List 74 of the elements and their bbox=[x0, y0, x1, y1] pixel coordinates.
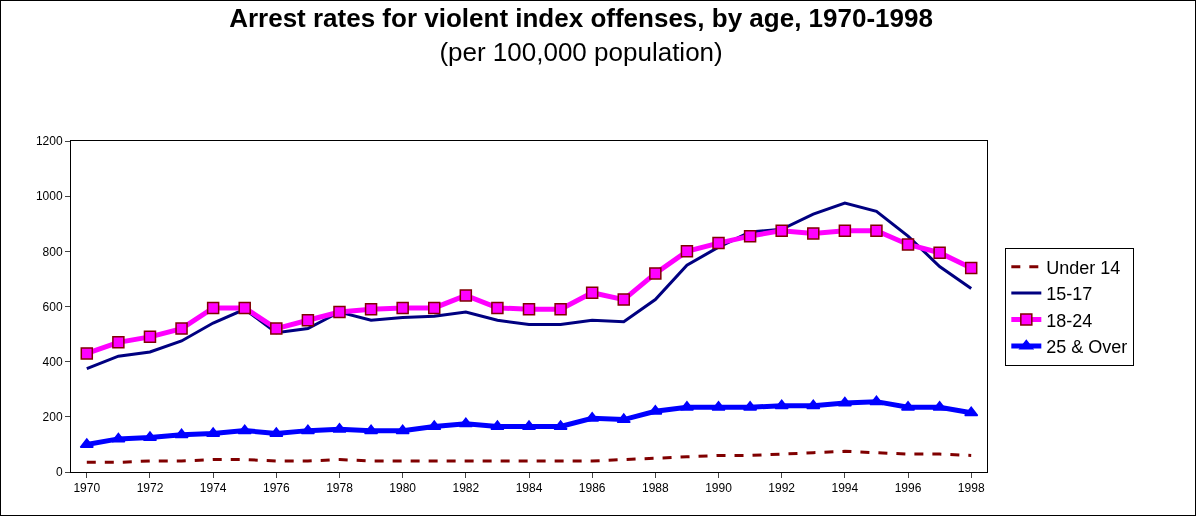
line-series bbox=[85, 449, 973, 464]
point bbox=[680, 245, 694, 258]
point bbox=[491, 301, 504, 315]
x-tick-label: 1994 bbox=[831, 481, 859, 496]
point bbox=[459, 289, 473, 302]
point bbox=[743, 400, 758, 411]
point bbox=[554, 303, 567, 316]
point bbox=[964, 261, 978, 275]
y-tick-label: 800 bbox=[42, 244, 63, 259]
y-tick-label: 200 bbox=[42, 410, 63, 425]
point bbox=[806, 399, 821, 410]
legend-label: 18-24 bbox=[1046, 310, 1093, 331]
chart-title: Arrest rates for violent index offenses, by age, 1970-1998 bbox=[229, 2, 933, 33]
point bbox=[238, 301, 251, 315]
y-tick-label: 400 bbox=[42, 354, 63, 369]
legend-label: 25 & Over bbox=[1046, 336, 1128, 357]
y-tick-label: 1200 bbox=[35, 134, 63, 149]
point bbox=[933, 246, 946, 259]
legend-label: Under 14 bbox=[1046, 257, 1121, 278]
x-tick-label: 1972 bbox=[136, 481, 164, 496]
point bbox=[932, 400, 947, 411]
legend-label: 15-17 bbox=[1046, 284, 1093, 305]
point bbox=[901, 238, 915, 251]
y-tick-label: 1000 bbox=[35, 189, 63, 204]
point bbox=[112, 336, 125, 349]
x-tick-label: 1982 bbox=[452, 481, 480, 496]
point bbox=[964, 406, 979, 417]
point bbox=[649, 267, 662, 280]
point bbox=[617, 293, 631, 306]
x-tick-label: 1978 bbox=[326, 481, 354, 496]
point bbox=[458, 417, 473, 428]
x-tick-label: 1976 bbox=[262, 481, 290, 496]
point bbox=[333, 305, 346, 319]
point bbox=[270, 322, 283, 335]
x-tick-label: 1980 bbox=[389, 481, 417, 496]
point bbox=[237, 424, 252, 435]
point bbox=[396, 301, 409, 315]
x-tick-label: 1990 bbox=[705, 481, 733, 496]
point bbox=[743, 229, 757, 243]
point bbox=[301, 314, 315, 327]
point bbox=[837, 396, 852, 407]
point bbox=[870, 224, 883, 237]
point bbox=[395, 424, 410, 435]
y-tick-label: 0 bbox=[55, 465, 63, 480]
point bbox=[711, 400, 726, 411]
x-tick-label: 1974 bbox=[199, 481, 227, 496]
point bbox=[775, 224, 788, 237]
x-tick-label: 1998 bbox=[957, 481, 985, 496]
point bbox=[616, 413, 631, 424]
point bbox=[838, 224, 852, 237]
x-tick-label: 1996 bbox=[894, 481, 922, 496]
x-tick-label: 1992 bbox=[768, 481, 796, 496]
point bbox=[80, 347, 94, 360]
point bbox=[206, 301, 220, 315]
point bbox=[175, 322, 188, 335]
x-tick-label: 1970 bbox=[73, 481, 101, 496]
point bbox=[807, 227, 820, 240]
point bbox=[869, 395, 884, 406]
point bbox=[143, 330, 157, 344]
x-tick-label: 1988 bbox=[641, 481, 670, 496]
line-series bbox=[85, 201, 973, 371]
x-tick-label: 1986 bbox=[578, 481, 606, 496]
y-tick-label: 600 bbox=[42, 299, 63, 314]
x-tick-label: 1984 bbox=[515, 481, 543, 496]
point bbox=[427, 301, 441, 315]
point bbox=[300, 424, 315, 435]
point bbox=[585, 286, 599, 299]
point bbox=[111, 432, 126, 443]
point bbox=[774, 399, 789, 410]
point bbox=[712, 236, 725, 250]
point bbox=[522, 303, 536, 316]
point bbox=[364, 303, 378, 316]
chart-subtitle: (per 100,000 population) bbox=[439, 36, 723, 67]
point bbox=[174, 428, 189, 439]
